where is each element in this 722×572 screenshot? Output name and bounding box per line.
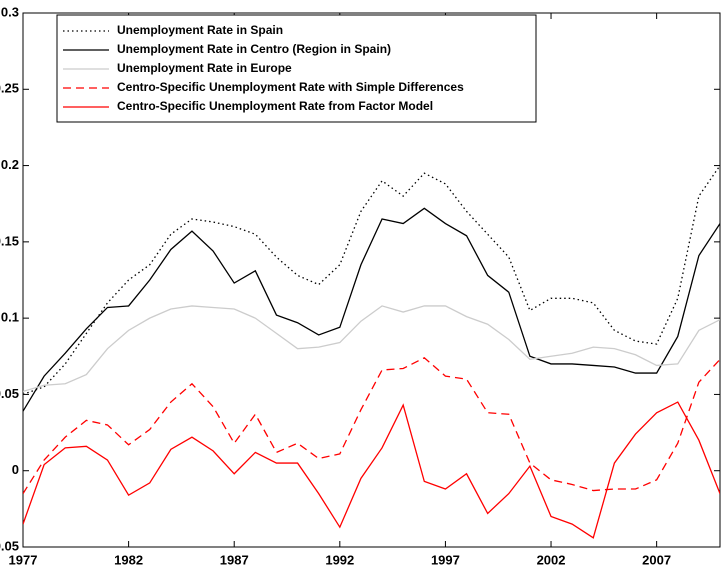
legend-label: Unemployment Rate in Centro (Region in S… [117,42,391,56]
legend-label: Centro-Specific Unemployment Rate with S… [117,80,464,94]
y-tick-label: 0.25 [0,81,19,96]
y-tick-label: -0.05 [0,538,19,553]
x-tick-label: 1987 [220,552,249,567]
y-tick-label: 0 [12,462,19,477]
y-tick-label: 0.2 [1,157,19,172]
legend-label: Centro-Specific Unemployment Rate from F… [117,99,433,113]
plot-frame [22,12,721,548]
series-line [23,305,720,393]
series-line [23,165,720,396]
y-tick-label: 0.3 [1,4,19,19]
x-tick-label: 1997 [431,552,460,567]
y-tick-label: 0.05 [0,386,19,401]
x-tick-label: 1977 [9,552,38,567]
legend-label: Unemployment Rate in Spain [117,23,283,37]
legend-label: Unemployment Rate in Europe [117,61,292,75]
series-line [23,357,720,494]
y-tick-label: 0.1 [1,310,19,325]
x-tick-label: 2007 [642,552,671,567]
series-line [23,207,720,412]
x-tick-label: 2002 [537,552,566,567]
x-tick-label: 1982 [114,552,143,567]
legend-box [56,14,537,123]
y-tick-label: 0.15 [0,233,19,248]
series-line [23,401,720,539]
x-tick-label: 1992 [325,552,354,567]
